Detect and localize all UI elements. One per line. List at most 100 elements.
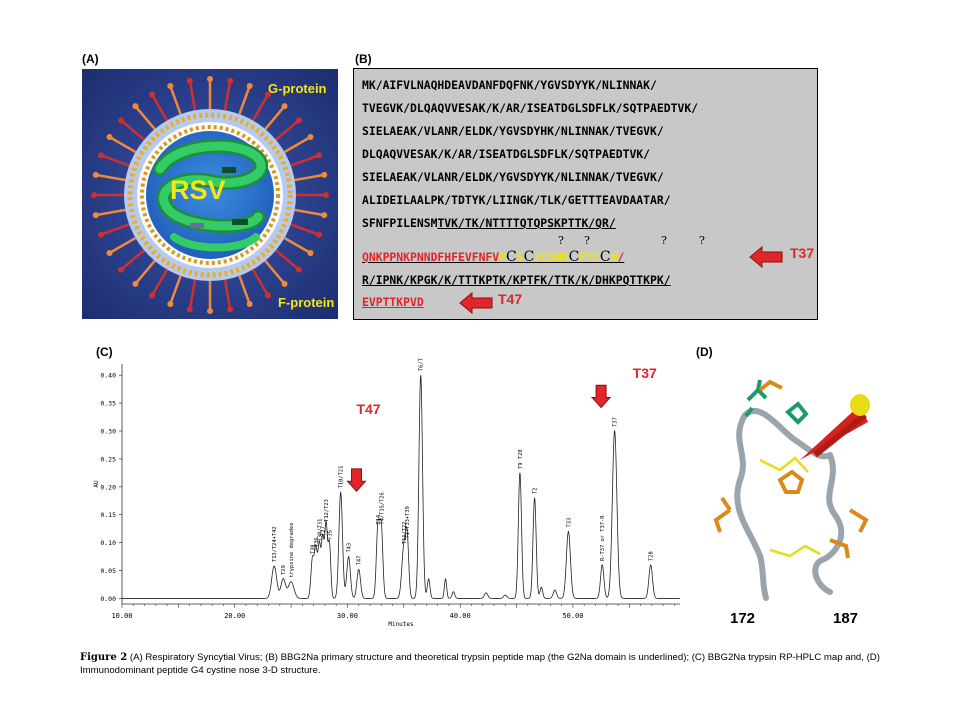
surface-protein-spike xyxy=(290,223,320,236)
peak-label: T37 xyxy=(613,417,619,427)
peak-label: T1+T33+T39 xyxy=(405,506,411,538)
surface-protein-spike xyxy=(100,154,130,167)
spike-tip xyxy=(149,91,155,98)
sequence-plain: SFNFPILENSM xyxy=(362,216,438,230)
chromatogram-trace xyxy=(122,375,680,599)
y-tick-label: 0.10 xyxy=(100,539,116,547)
spike-tip xyxy=(295,117,302,124)
surface-protein-spike xyxy=(223,279,232,310)
spike-tip xyxy=(227,306,234,313)
spike-tip xyxy=(97,231,104,238)
spike-tip xyxy=(92,212,99,219)
surface-protein-spike xyxy=(134,105,156,130)
t37-residue: ICSNN xyxy=(534,250,569,264)
t37-residue: P xyxy=(499,250,507,264)
surface-protein-spike xyxy=(283,236,312,255)
surface-protein-spike xyxy=(264,260,286,285)
panel-c-label: (C) xyxy=(96,345,113,359)
sequence-line-g2na-end: R/IPNK/KPGK/K/TTTKPTK/KPTFK/TTK/K/DHKPQT… xyxy=(362,273,671,287)
y-tick-label: 0.30 xyxy=(100,427,116,435)
surface-protein-spike xyxy=(95,208,126,217)
x-tick-label: 20.00 xyxy=(224,612,245,620)
spike-tip xyxy=(321,212,328,219)
y-tick-label: 0.00 xyxy=(100,595,116,603)
spike-tip xyxy=(118,117,125,124)
surface-protein-spike xyxy=(120,119,145,141)
surface-protein-spike xyxy=(275,249,300,271)
t37-residue: PTC xyxy=(579,250,600,264)
sequence-line: SIELAEAK/VLANR/ELDK/YGVSDYYK/NLINNAK/TVE… xyxy=(362,170,664,184)
peak-annotation: T47 xyxy=(356,401,380,417)
x-tick-label: 50.00 xyxy=(562,612,583,620)
surface-protein-spike xyxy=(120,249,145,271)
spike-tip xyxy=(106,134,113,140)
surface-protein-spike xyxy=(108,135,137,154)
spike-tip xyxy=(246,82,253,89)
g2na-underlined-segment: TVK/TK/NTTTTQTQPSKPTTK/QR/ xyxy=(437,216,616,230)
question-mark: ? xyxy=(699,234,705,247)
peak-annotation: T37 xyxy=(633,365,657,381)
t47-arrow-icon xyxy=(459,291,493,315)
surface-protein-spike xyxy=(294,208,325,217)
panel-b-label: (B) xyxy=(355,52,372,66)
spike-tip xyxy=(246,301,253,308)
peak-label: T14 xyxy=(376,515,382,525)
spike-tip xyxy=(118,266,125,273)
peak-label: T4/T15/T26 xyxy=(379,492,385,524)
spike-tip xyxy=(323,192,329,198)
peak-label: R-T37 or T37-R xyxy=(600,515,606,561)
spike-tip xyxy=(207,308,213,314)
sequence-line: SIELAEAK/VLANR/ELDK/YGVSDYHK/NLINNAK/TVE… xyxy=(362,124,664,138)
surface-protein-spike xyxy=(283,135,312,154)
sequence-line: TVEGVK/DLQAQVVESAK/K/AR/ISEATDGLSDFLK/SQ… xyxy=(362,101,699,115)
spike-tip xyxy=(295,266,302,273)
surface-protein-spike xyxy=(100,223,130,236)
down-arrow-icon xyxy=(590,384,612,409)
spike-tip xyxy=(92,171,99,178)
t37-tag: T37 xyxy=(790,245,815,261)
residue-end-label: 187 xyxy=(833,610,859,627)
spike-tip xyxy=(265,91,271,98)
spike-tip xyxy=(167,82,174,89)
cysteine: C xyxy=(523,249,535,265)
t37-sequence: QNKPPNKPNNDFHFEVFNFV xyxy=(362,250,500,264)
cysteine: C xyxy=(506,249,517,265)
spike-tip xyxy=(281,103,288,110)
surface-protein-spike xyxy=(264,105,286,130)
peak-label: T36 xyxy=(314,537,320,547)
t37-tail: / xyxy=(617,250,625,264)
surface-protein-spike xyxy=(238,275,251,305)
spike-tip xyxy=(186,77,193,84)
spike-tip xyxy=(132,103,139,110)
peak-label: T33 xyxy=(566,518,572,528)
peak-label: trypsine degradee xyxy=(289,522,295,577)
peak-label: T2 xyxy=(533,487,539,494)
surface-protein-spike xyxy=(150,268,169,297)
x-tick-label: 40.00 xyxy=(450,612,471,620)
surface-protein-spike xyxy=(188,80,197,111)
surface-protein-spike xyxy=(95,173,126,182)
surface-protein-spike xyxy=(223,80,232,111)
question-mark: ? xyxy=(584,234,590,247)
t37-residue: W xyxy=(610,250,618,264)
sequence-line: MK/AIFVLNAQHDEAVDANFDQFNK/YGVSDYYK/NLINN… xyxy=(362,78,657,92)
question-mark: ? xyxy=(558,234,564,247)
virus-label: RSV xyxy=(170,175,226,205)
surface-protein-spike xyxy=(169,85,182,115)
spike-tip xyxy=(91,192,97,198)
spike-tip xyxy=(186,306,193,313)
surface-protein-spike xyxy=(188,279,197,310)
question-mark: ? xyxy=(661,234,667,247)
hplc-chromatogram: 0.00 0.05 0.10 0.15 0.20 0.25 0.30 0.35 0.40 10.0… xyxy=(93,358,680,628)
peak-label: T47 xyxy=(357,556,363,566)
spike-tip xyxy=(321,171,328,178)
g-protein-label: G-protein xyxy=(268,81,327,96)
surface-protein-spike xyxy=(150,93,169,122)
peak-label: T12/T23 xyxy=(324,499,330,522)
spike-tip xyxy=(106,250,113,256)
f-protein-label: F-protein xyxy=(278,295,335,310)
figure-caption: Figure 2 (A) Respiratory Syncytial Virus… xyxy=(80,652,880,677)
surface-protein-spike xyxy=(108,236,137,255)
spike-tip xyxy=(307,250,314,256)
panel-d-label: (D) xyxy=(696,345,713,359)
